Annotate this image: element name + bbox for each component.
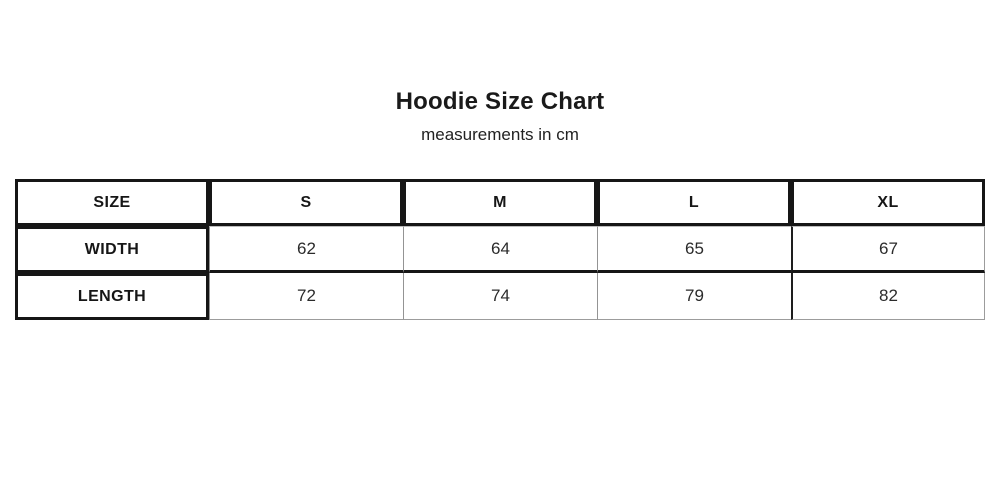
header-cell-s: S [209,179,403,226]
table-row-width: WIDTH 62 64 65 67 [15,226,985,273]
page-subtitle: measurements in cm [421,125,579,144]
length-cell-m: 74 [403,273,597,320]
page-title: Hoodie Size Chart [395,88,605,115]
length-cell-xl: 82 [791,273,985,320]
row-label-width: WIDTH [15,226,209,273]
header-cell-m: M [403,179,597,226]
length-cell-s: 72 [209,273,403,320]
table-row-length: LENGTH 72 74 79 82 [15,273,985,320]
width-cell-l: 65 [597,226,791,273]
row-label-length: LENGTH [15,273,209,320]
header-cell-size: SIZE [15,179,209,226]
width-cell-xl: 67 [791,226,985,273]
width-cell-s: 62 [209,226,403,273]
width-cell-m: 64 [403,226,597,273]
size-chart-table: SIZE S M L XL WIDTH 62 64 65 67 LENGTH 7… [15,179,985,320]
header-cell-xl: XL [791,179,985,226]
chart-header: Hoodie Size Chart measurements in cm [0,88,1000,145]
header-cell-l: L [597,179,791,226]
length-cell-l: 79 [597,273,791,320]
table-header-row: SIZE S M L XL [15,179,985,226]
